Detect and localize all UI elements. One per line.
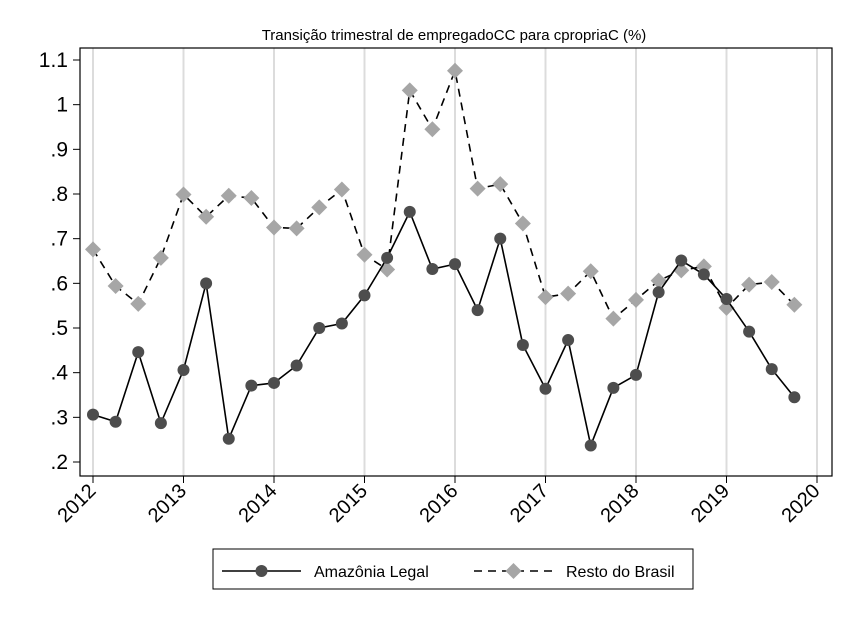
data-point bbox=[630, 368, 642, 381]
data-point bbox=[584, 439, 597, 452]
data-point bbox=[539, 382, 552, 395]
plot-frame bbox=[79, 47, 833, 477]
data-point bbox=[288, 220, 305, 237]
data-point bbox=[786, 296, 803, 313]
series-line bbox=[92, 209, 795, 449]
data-point bbox=[494, 232, 507, 245]
data-point bbox=[198, 208, 215, 225]
legend-label: Amazônia Legal bbox=[314, 564, 429, 581]
data-point bbox=[628, 291, 644, 308]
legend: Amazônia Legal Resto do Brasil bbox=[212, 548, 694, 590]
legend-frame bbox=[212, 548, 694, 590]
chart-title: Transição trimestral de empregadoCC para… bbox=[262, 27, 647, 44]
data-point bbox=[650, 272, 667, 289]
data-point bbox=[471, 304, 484, 317]
y-tick-label: .6 bbox=[50, 272, 68, 295]
data-point bbox=[200, 277, 213, 290]
data-point bbox=[177, 363, 190, 376]
data-point bbox=[107, 278, 124, 295]
gridlines bbox=[92, 48, 818, 476]
data-point bbox=[469, 180, 486, 197]
data-point bbox=[582, 263, 599, 280]
data-point bbox=[245, 379, 258, 392]
series-amazonia-legal bbox=[87, 205, 801, 452]
data-point bbox=[403, 205, 416, 218]
data-point bbox=[311, 199, 328, 216]
data-point bbox=[356, 246, 373, 263]
data-point bbox=[765, 363, 778, 376]
data-point bbox=[560, 285, 577, 302]
data-point bbox=[788, 391, 801, 404]
y-tick-label: 1 bbox=[56, 94, 68, 117]
data-point bbox=[266, 219, 282, 236]
data-point bbox=[132, 346, 145, 359]
series-resto-do-brasil bbox=[85, 62, 803, 327]
data-point bbox=[401, 82, 418, 99]
data-point bbox=[243, 190, 260, 207]
data-point bbox=[358, 289, 371, 302]
data-point bbox=[87, 408, 99, 421]
data-point bbox=[741, 276, 758, 293]
y-tick-label: 1.1 bbox=[39, 49, 68, 72]
data-point bbox=[220, 187, 237, 204]
legend-label: Resto do Brasil bbox=[566, 564, 675, 581]
data-point bbox=[763, 273, 780, 290]
legend-marker bbox=[255, 565, 268, 577]
data-point bbox=[426, 263, 439, 276]
data-point bbox=[537, 289, 554, 306]
data-point bbox=[447, 62, 463, 79]
data-point bbox=[222, 432, 235, 445]
data-point bbox=[562, 334, 575, 347]
y-tick-label: .9 bbox=[50, 138, 68, 161]
data-point bbox=[268, 376, 280, 389]
data-point bbox=[313, 322, 326, 334]
y-tick-label: .8 bbox=[50, 183, 68, 206]
data-point bbox=[175, 186, 192, 203]
data-point bbox=[492, 176, 509, 193]
data-point bbox=[381, 251, 394, 264]
y-tick-label: .4 bbox=[50, 362, 68, 385]
data-point bbox=[85, 241, 101, 258]
data-point bbox=[605, 310, 622, 327]
data-point bbox=[675, 254, 688, 267]
data-point bbox=[516, 338, 529, 351]
y-tick-label: .5 bbox=[50, 317, 68, 340]
data-point bbox=[109, 415, 122, 428]
data-point bbox=[720, 292, 733, 305]
y-tick-label: .2 bbox=[50, 451, 68, 474]
data-point bbox=[652, 286, 665, 299]
data-point bbox=[743, 325, 756, 338]
data-point bbox=[154, 417, 167, 430]
y-tick-label: .3 bbox=[50, 406, 68, 429]
data-point bbox=[607, 381, 620, 394]
data-point bbox=[333, 181, 350, 198]
legend-marker bbox=[505, 563, 522, 579]
data-point bbox=[152, 249, 169, 266]
data-point bbox=[697, 268, 710, 281]
data-point bbox=[514, 215, 531, 232]
data-point bbox=[290, 359, 303, 372]
data-point bbox=[424, 121, 441, 138]
data-point bbox=[335, 317, 348, 330]
series-layer bbox=[85, 62, 803, 452]
y-tick-label: .7 bbox=[50, 228, 68, 251]
data-point bbox=[449, 258, 461, 271]
data-point bbox=[130, 295, 147, 312]
